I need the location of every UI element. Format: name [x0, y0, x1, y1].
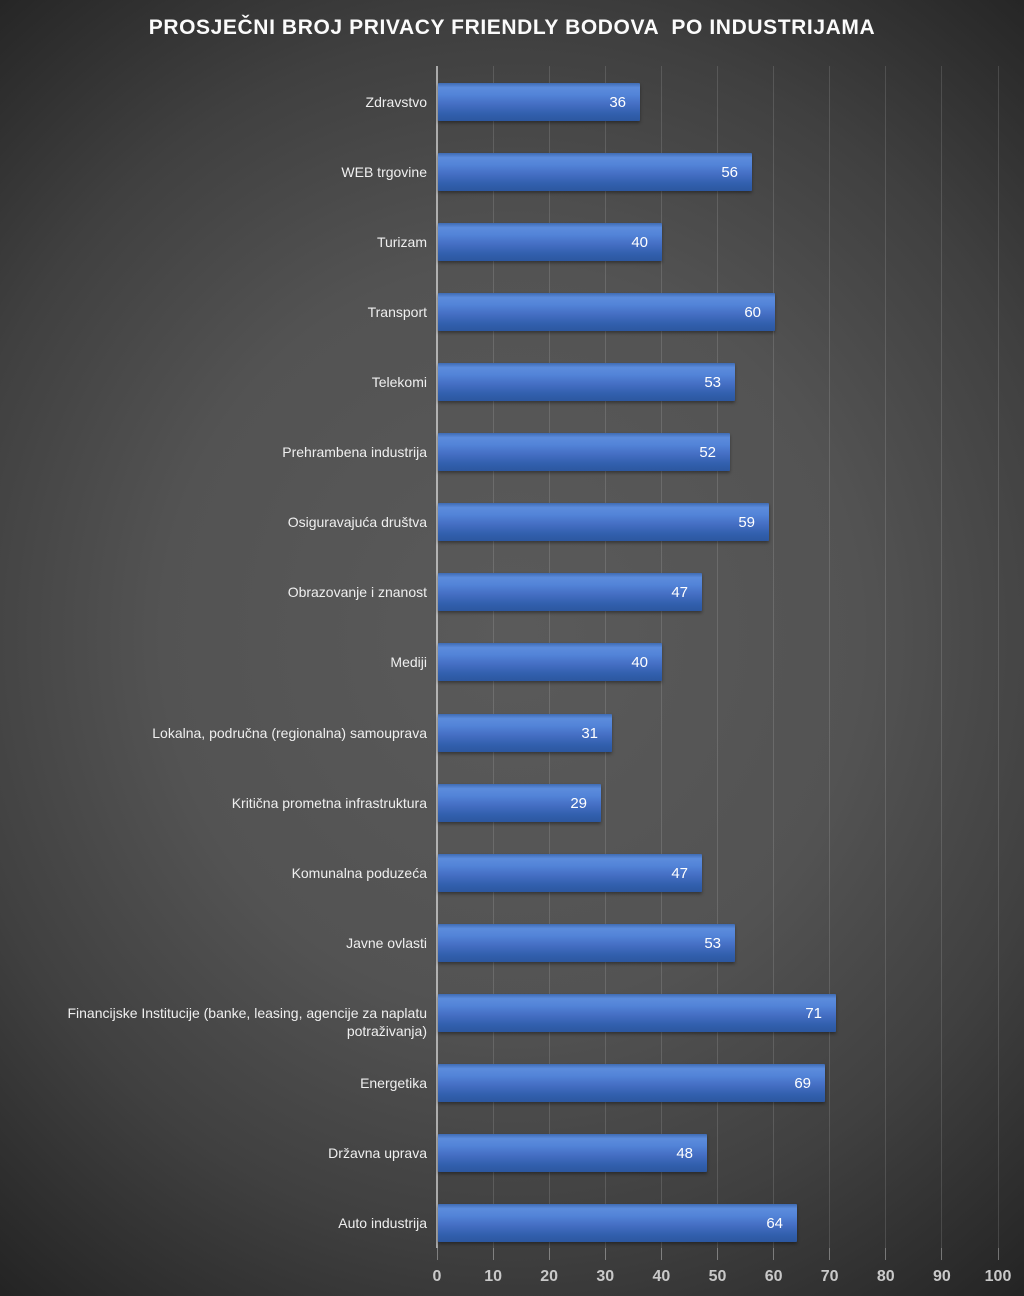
y-axis-line	[436, 66, 438, 1248]
category-label: Prehrambena industrija	[282, 444, 427, 460]
x-tick-label: 60	[764, 1268, 783, 1285]
category-label: Mediji	[390, 654, 427, 670]
x-tick-label: 40	[652, 1268, 671, 1285]
category-label: Turizam	[376, 234, 427, 250]
x-tick-mark	[660, 1248, 662, 1260]
x-tick-mark	[492, 1248, 494, 1260]
gridline	[885, 66, 887, 1248]
bar: 64	[438, 1204, 797, 1242]
bar: 31	[438, 714, 612, 752]
bar: 59	[438, 503, 769, 541]
bar-value-label: 40	[631, 653, 648, 671]
bar-value-label: 40	[631, 233, 648, 251]
bar-value-label: 56	[721, 163, 738, 181]
category-label: Zdravstvo	[365, 94, 427, 110]
x-tick-label: 50	[708, 1268, 727, 1285]
x-tick-label: 0	[432, 1268, 442, 1285]
category-label: Telekomi	[371, 374, 427, 390]
x-tick-label: 30	[596, 1268, 615, 1285]
gridline	[829, 66, 831, 1248]
bar: 56	[438, 153, 752, 191]
x-tick-label: 10	[484, 1268, 502, 1285]
bar: 53	[438, 924, 735, 962]
bar: 29	[438, 784, 601, 822]
chart-title: PROSJEČNI BROJ PRIVACY FRIENDLY BODOVA P…	[148, 16, 876, 39]
bar: 60	[438, 293, 775, 331]
bar-value-label: 48	[676, 1144, 693, 1162]
bar: 69	[438, 1064, 825, 1102]
category-label: Lokalna, područna (regionalna) samouprav…	[152, 725, 427, 741]
bar-value-label: 29	[570, 794, 587, 812]
gridline	[997, 66, 999, 1248]
bar: 40	[438, 643, 662, 681]
bar: 48	[438, 1134, 707, 1172]
bar: 36	[438, 83, 640, 121]
category-label: Komunalna poduzeća	[291, 865, 427, 881]
category-label: Obrazovanje i znanost	[287, 584, 427, 600]
category-label: Osiguravajuća društva	[287, 514, 427, 530]
bar-value-label: 47	[671, 583, 688, 601]
x-tick-mark	[604, 1248, 606, 1260]
bar-value-label: 64	[766, 1214, 783, 1232]
x-tick-mark	[773, 1248, 775, 1260]
category-label: Javne ovlasti	[346, 935, 427, 951]
bar-value-label: 36	[609, 93, 626, 111]
category-label: WEB trgovine	[341, 164, 427, 180]
x-tick-mark	[941, 1248, 943, 1260]
bar: 40	[438, 223, 662, 261]
category-label: Auto industrija	[338, 1215, 427, 1231]
bar: 47	[438, 854, 702, 892]
category-label: Financijske Institucije (banke, leasing,…	[67, 1005, 427, 1039]
category-label: Energetika	[360, 1075, 427, 1091]
bar-value-label: 53	[704, 373, 721, 391]
bar-value-label: 60	[744, 303, 761, 321]
bar-value-label: 69	[794, 1074, 811, 1092]
category-label: Kritična prometna infrastruktura	[231, 795, 427, 811]
x-tick-mark	[829, 1248, 831, 1260]
bar-value-label: 52	[699, 443, 716, 461]
category-label: Transport	[367, 304, 427, 320]
x-tick-mark	[436, 1248, 438, 1260]
bar: 53	[438, 363, 735, 401]
gridline	[717, 66, 718, 1248]
bar-value-label: 47	[671, 864, 688, 882]
x-tick-mark	[717, 1248, 718, 1260]
x-tick-label: 90	[932, 1268, 951, 1285]
gridline	[773, 66, 775, 1248]
bar: 47	[438, 573, 702, 611]
x-tick-label: 100	[984, 1268, 1012, 1285]
bar-value-label: 53	[704, 934, 721, 952]
x-tick-mark	[548, 1248, 550, 1260]
bar-value-label: 71	[805, 1004, 822, 1022]
bar: 52	[438, 433, 730, 471]
x-tick-mark	[997, 1248, 999, 1260]
x-tick-label: 80	[876, 1268, 895, 1285]
category-label: Državna uprava	[328, 1145, 427, 1161]
x-tick-label: 70	[820, 1268, 839, 1285]
gridline	[941, 66, 943, 1248]
bar: 71	[438, 994, 836, 1032]
x-tick-mark	[885, 1248, 887, 1260]
bar-value-label: 59	[738, 513, 755, 531]
bar-value-label: 31	[581, 724, 598, 742]
x-tick-label: 20	[540, 1268, 559, 1285]
